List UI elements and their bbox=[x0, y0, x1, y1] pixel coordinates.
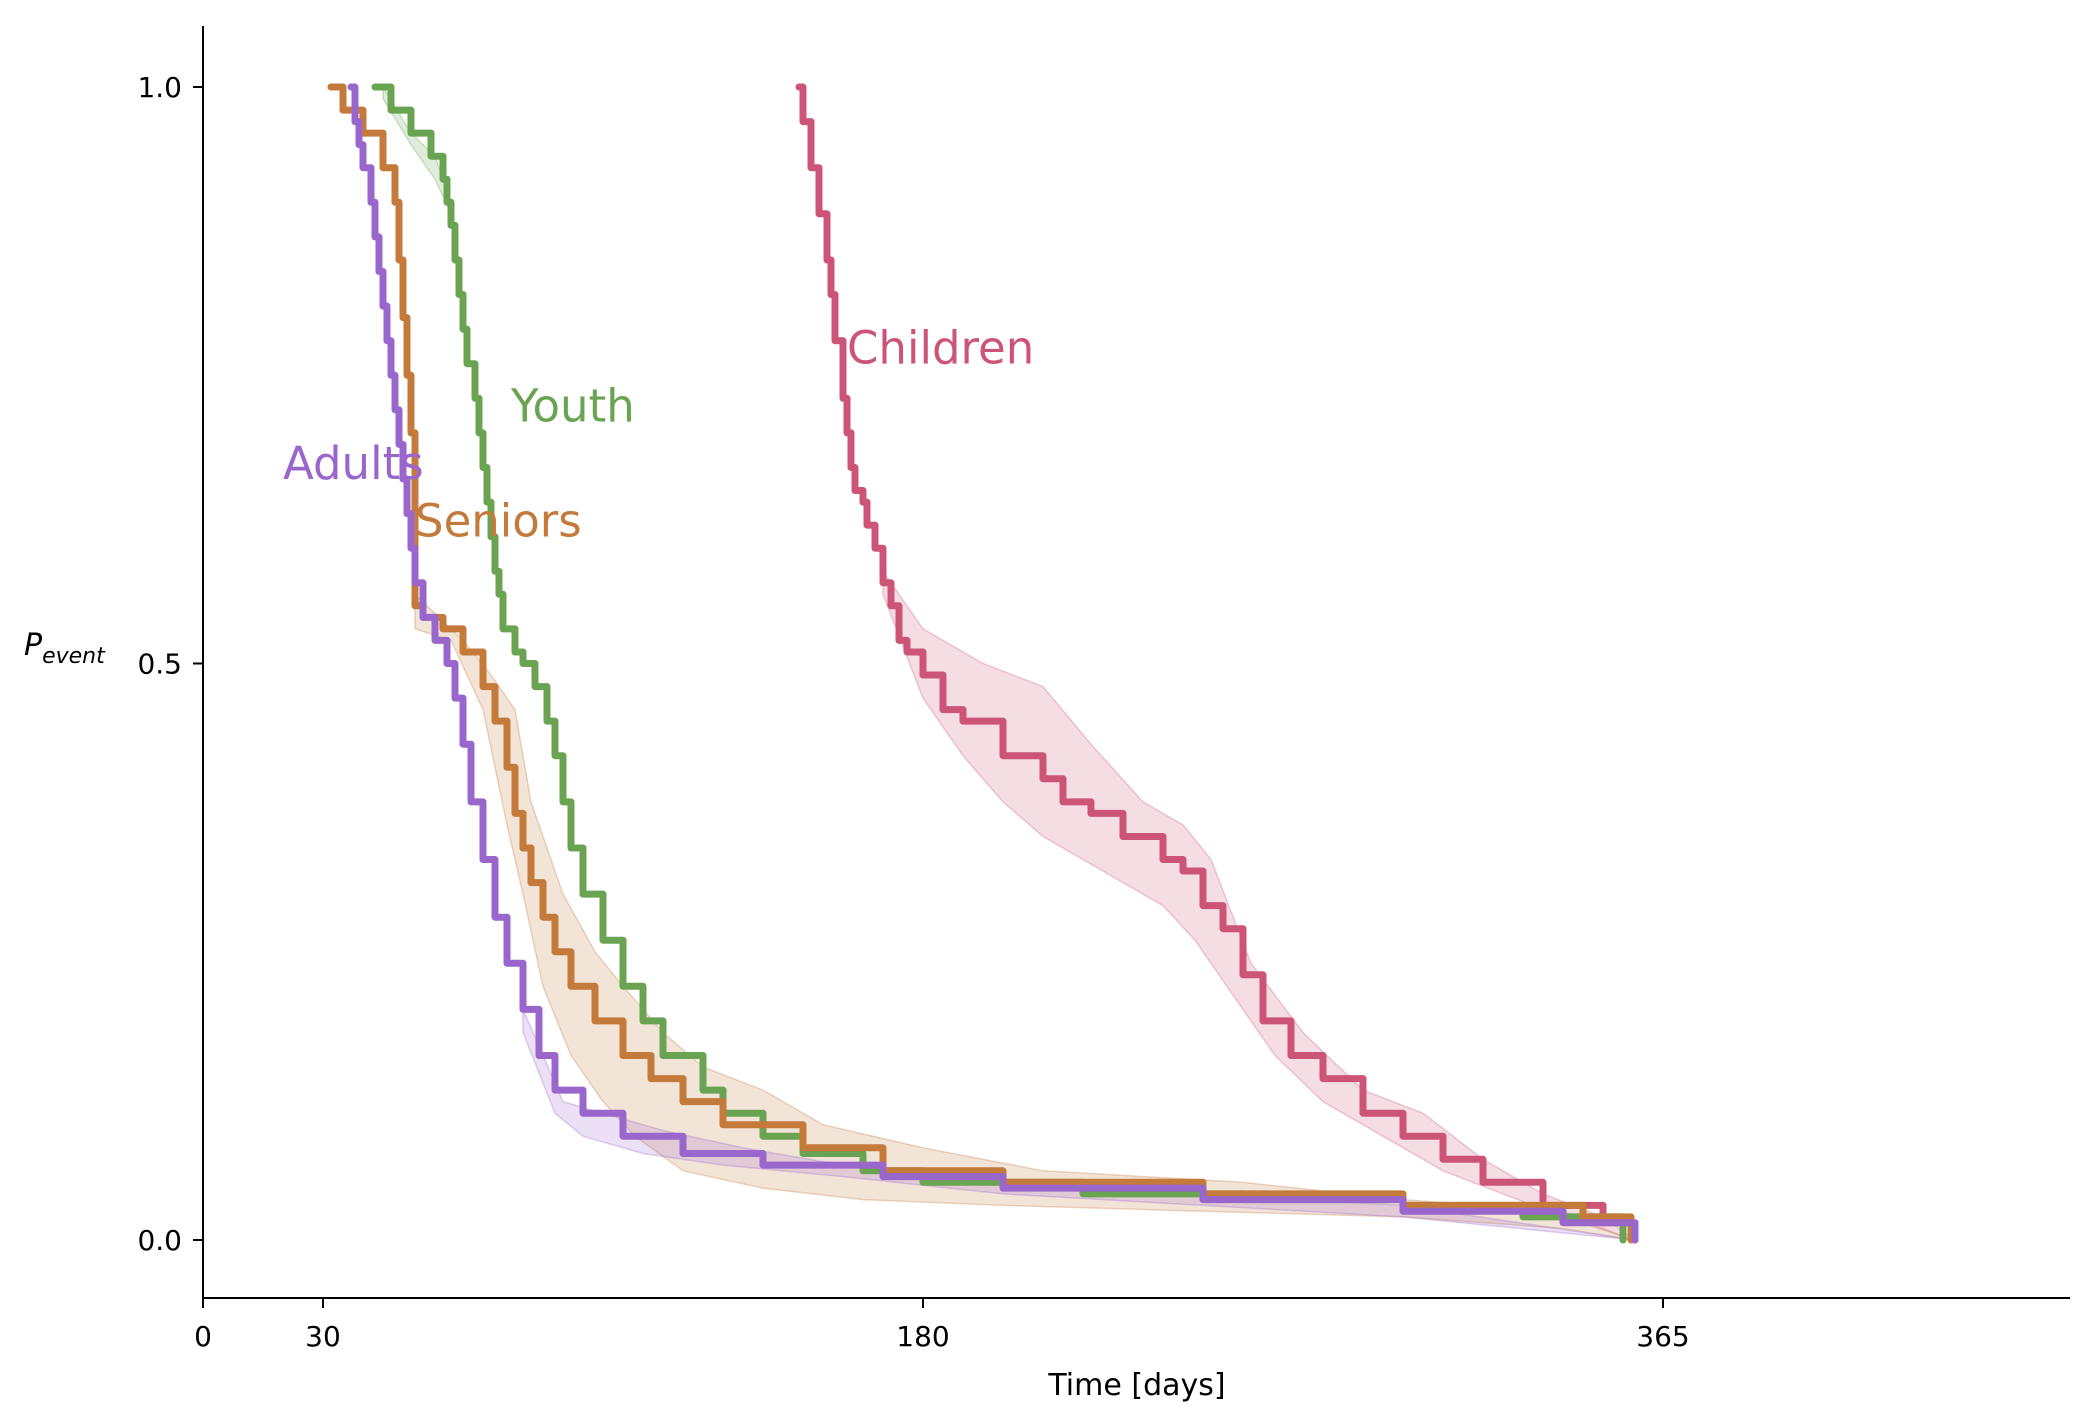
x-tick-label-365: 365 bbox=[1636, 1320, 1689, 1353]
youth-curve bbox=[371, 83, 1627, 1244]
children-label: Children bbox=[847, 322, 1034, 375]
children-curve bbox=[795, 83, 1639, 1244]
y-axis-title-sub: event bbox=[42, 644, 106, 669]
y-axis-title-main: P bbox=[24, 628, 43, 663]
x-axis-title: Time [days] bbox=[1047, 1368, 1225, 1403]
children-confidence-band bbox=[882, 568, 1636, 1241]
y-tick-label-1: 1.0 bbox=[137, 71, 182, 104]
axes bbox=[202, 26, 2070, 1299]
y-tick-label-0: 0.0 bbox=[137, 1224, 182, 1257]
seniors-curve bbox=[327, 83, 1635, 1244]
survival-curves bbox=[327, 83, 1639, 1244]
y-tick-label-0.5: 0.5 bbox=[137, 648, 182, 681]
adults-label: Adults bbox=[283, 437, 424, 490]
confidence-bands bbox=[382, 84, 1636, 1241]
youth-label: Youth bbox=[510, 379, 635, 432]
x-tick-label-0: 0 bbox=[194, 1320, 212, 1353]
x-tick-label-30: 30 bbox=[305, 1320, 341, 1353]
x-tick-label-180: 180 bbox=[896, 1320, 949, 1353]
y-axis-title: Pevent bbox=[24, 628, 106, 669]
seniors-label: Seniors bbox=[415, 495, 582, 548]
adults-curve bbox=[347, 83, 1639, 1244]
ticks: 0 30 180 365 0.0 0.5 1.0 bbox=[137, 71, 1689, 1353]
